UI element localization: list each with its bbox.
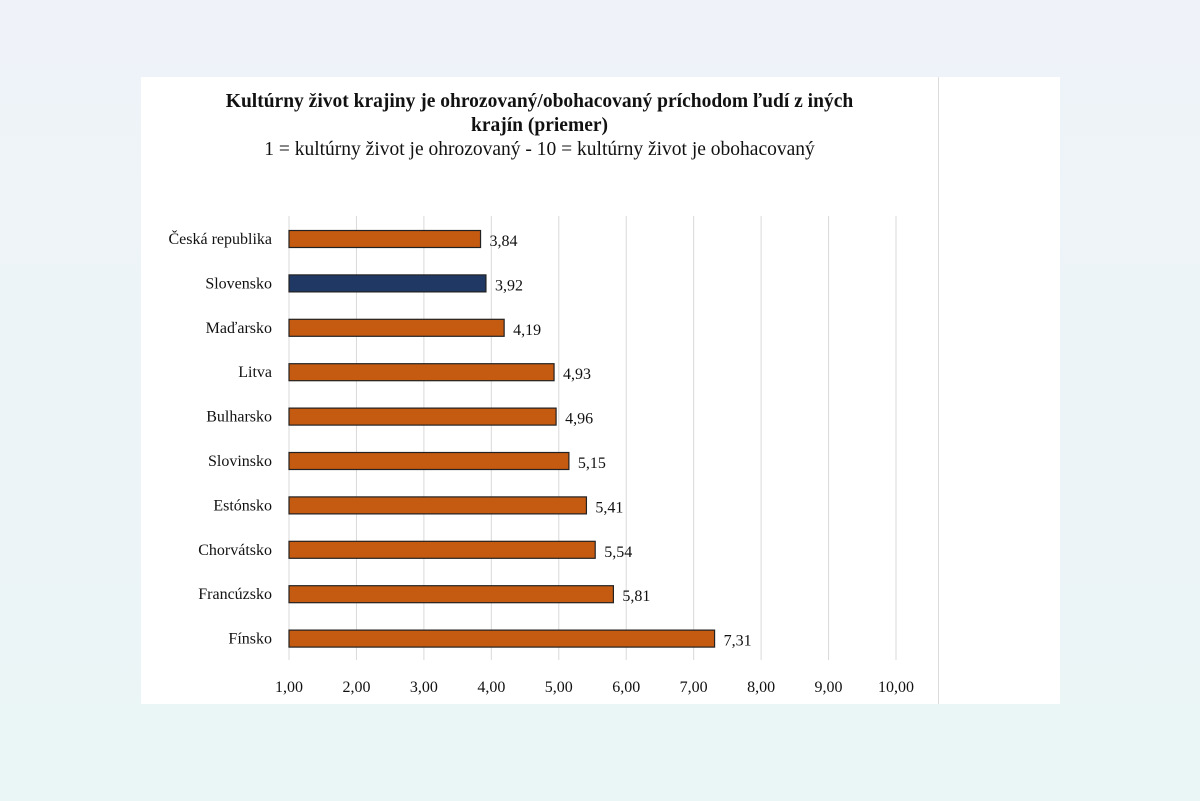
bar: [288, 274, 487, 293]
bar: [288, 451, 570, 471]
category-label: Fínsko: [228, 631, 272, 648]
data-label: 5,15: [578, 455, 606, 472]
category-label: Slovinsko: [208, 453, 272, 470]
data-label: 4,19: [513, 322, 541, 339]
x-tick-label: 7,00: [680, 679, 708, 696]
x-tick-label: 4,00: [477, 679, 505, 696]
bar: [288, 318, 505, 337]
x-tick-label: 8,00: [747, 679, 775, 696]
x-tick-label: 9,00: [815, 679, 843, 696]
data-label: 5,54: [604, 544, 632, 561]
data-label: 4,96: [565, 411, 593, 428]
category-label: Litva: [238, 364, 272, 381]
chart-title-block: Kultúrny život krajiny je ohrozovaný/obo…: [141, 90, 938, 162]
category-label: Chorvátsko: [198, 542, 272, 559]
category-label: Česká republika: [168, 229, 272, 248]
x-tick-label: 5,00: [545, 679, 573, 696]
category-label: Francúzsko: [198, 586, 272, 603]
data-label: 3,84: [490, 233, 518, 250]
x-tick-label: 10,00: [878, 679, 914, 696]
bar: [288, 629, 716, 648]
data-label: 3,92: [495, 277, 523, 294]
bar: [288, 496, 588, 515]
bar: [288, 540, 596, 559]
category-label: Bulharsko: [206, 409, 272, 426]
data-label: 5,41: [595, 499, 623, 516]
x-tick-label: 2,00: [342, 679, 370, 696]
category-label: Maďarsko: [206, 320, 272, 337]
category-label: Slovensko: [205, 275, 272, 292]
divider: [938, 77, 939, 704]
data-label: 5,81: [622, 588, 650, 605]
chart-subtitle: 1 = kultúrny život je ohrozovaný - 10 = …: [264, 139, 815, 160]
x-tick-label: 1,00: [275, 679, 303, 696]
bar: [288, 363, 555, 382]
x-tick-label: 6,00: [612, 679, 640, 696]
x-tick-label: 3,00: [410, 679, 438, 696]
bar: [288, 229, 482, 249]
data-label: 7,31: [724, 633, 752, 650]
bar: [288, 407, 557, 426]
bar: [288, 585, 615, 604]
chart-title: Kultúrny život krajiny je ohrozovaný/obo…: [225, 91, 854, 136]
category-label: Estónsko: [213, 497, 272, 514]
data-label: 4,93: [563, 366, 591, 383]
